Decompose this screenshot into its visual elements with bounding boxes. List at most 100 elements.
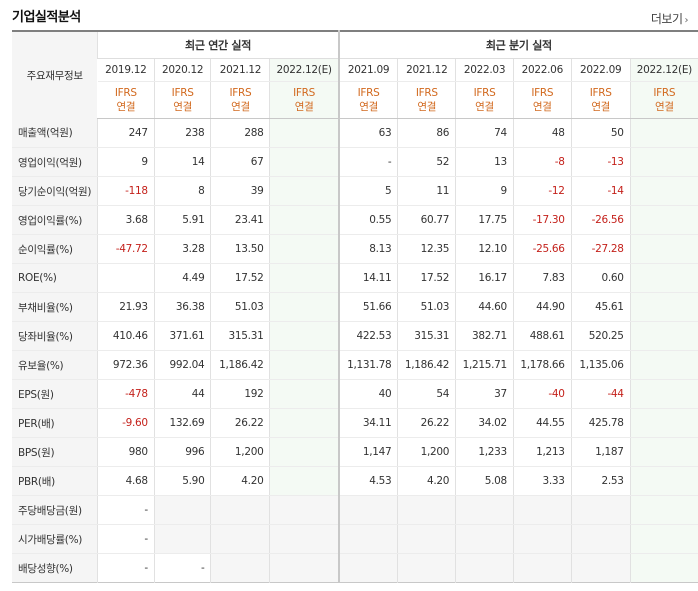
table-row: 영업이익률(%) 3.68 5.91 23.41 0.55 60.77 17.75 -17.3…	[12, 205, 698, 235]
table-cell: 23.41	[210, 205, 270, 235]
table-cell: 238	[153, 118, 211, 148]
table-cell: 371.61	[153, 321, 211, 351]
table-cell: 382.71	[455, 321, 514, 351]
ifrs-label: IFRS	[293, 87, 316, 99]
table-cell: 5.91	[153, 205, 211, 235]
table-cell: 48	[512, 118, 572, 148]
row-label: 배당성향(%)	[12, 553, 98, 583]
table-cell: 3.68	[97, 205, 155, 235]
period-header: 2022.12(E)	[629, 58, 698, 82]
table-cell: 11	[397, 176, 456, 206]
table-row: 영업이익(억원) 9 14 67 -52 13 -8 -13	[12, 147, 698, 177]
table-cell: -13	[570, 147, 631, 177]
table-cell: 50	[570, 118, 631, 148]
table-cell: 1,135.06	[570, 350, 631, 380]
table-cell: -118	[97, 176, 155, 206]
table-cell: -47.72	[97, 234, 155, 264]
table-cell: 192	[210, 379, 270, 409]
table-cell: 980	[97, 437, 155, 467]
table-cell: 67	[210, 147, 270, 177]
table-cell: 1,213	[512, 437, 572, 467]
table-cell: 5	[337, 176, 398, 206]
period-header: 2019.12	[97, 58, 155, 82]
table-cell: -12	[512, 176, 572, 206]
table-cell: 9	[455, 176, 514, 206]
table-cell: 16.17	[455, 263, 514, 293]
table-cell: 4.53	[337, 466, 398, 496]
table-cell	[269, 147, 339, 177]
ifrs-label: IFRS	[531, 87, 554, 99]
table-cell: 1,131.78	[337, 350, 398, 380]
table-cell	[269, 321, 339, 351]
table-cell: 315.31	[397, 321, 456, 351]
row-label: 당좌비율(%)	[12, 321, 98, 351]
ifrs-label: IFRS	[171, 87, 194, 99]
table-cell: -26.56	[570, 205, 631, 235]
table-cell	[269, 118, 339, 148]
table-cell: 1,186.42	[210, 350, 270, 380]
row-label: BPS(원)	[12, 437, 98, 467]
table-cell: -40	[512, 379, 572, 409]
table-cell: -25.66	[512, 234, 572, 264]
table-cell: 37	[455, 379, 514, 409]
row-label: 시가배당률(%)	[12, 524, 98, 554]
table-cell	[512, 524, 572, 554]
table-cell: 972.36	[97, 350, 155, 380]
more-link[interactable]: 더보기 ›	[651, 10, 689, 27]
table-row: 당좌비율(%) 410.46 371.61 315.31 422.53 315.31 382…	[12, 321, 698, 351]
table-cell: 12.35	[397, 234, 456, 264]
table-cell: 52	[397, 147, 456, 177]
row-label: PER(배)	[12, 408, 98, 438]
table-cell	[269, 379, 339, 409]
table-cell: 0.60	[570, 263, 631, 293]
period-header: 2020.12	[153, 58, 211, 82]
consolidated-label: 연결	[294, 101, 314, 113]
table-row: 시가배당률(%) -	[12, 524, 698, 554]
row-label: 부채비율(%)	[12, 292, 98, 322]
table-cell: 54	[397, 379, 456, 409]
table-cell: 60.77	[397, 205, 456, 235]
table-cell: 4.49	[153, 263, 211, 293]
period-header: 2022.03	[455, 58, 514, 82]
table-row: 순이익률(%) -47.72 3.28 13.50 8.13 12.35 12.10 -25.…	[12, 234, 698, 264]
ifrs-header: IFRS 연결	[570, 81, 631, 119]
table-cell	[629, 466, 698, 496]
table-cell: 17.52	[397, 263, 456, 293]
table-cell: -14	[570, 176, 631, 206]
row-label: PBR(배)	[12, 466, 98, 496]
table-cell: -9.60	[97, 408, 155, 438]
table-cell: 992.04	[153, 350, 211, 380]
table-cell	[629, 524, 698, 554]
table-cell	[512, 495, 572, 525]
table-cell: 288	[210, 118, 270, 148]
table-cell: 996	[153, 437, 211, 467]
table-cell	[629, 118, 698, 148]
table-cell: 488.61	[512, 321, 572, 351]
ifrs-header: IFRS 연결	[629, 81, 698, 119]
table-cell: 39	[210, 176, 270, 206]
ifrs-label: IFRS	[589, 87, 612, 99]
table-cell	[570, 495, 631, 525]
table-cell: 1,147	[337, 437, 398, 467]
table-cell: 36.38	[153, 292, 211, 322]
table-cell: 17.75	[455, 205, 514, 235]
ifrs-header: IFRS 연결	[97, 81, 155, 119]
table-cell: 12.10	[455, 234, 514, 264]
table-cell: -44	[570, 379, 631, 409]
table-cell	[629, 321, 698, 351]
row-label: 주당배당금(원)	[12, 495, 98, 525]
ifrs-header: IFRS 연결	[210, 81, 270, 119]
table-cell: 1,200	[397, 437, 456, 467]
consolidated-label: 연결	[532, 101, 552, 113]
table-cell	[629, 408, 698, 438]
table-cell	[629, 495, 698, 525]
table-cell	[269, 263, 339, 293]
table-cell: 3.33	[512, 466, 572, 496]
table-cell: 410.46	[97, 321, 155, 351]
table-cell: 1,200	[210, 437, 270, 467]
table-cell: 13.50	[210, 234, 270, 264]
table-cell: -	[97, 495, 155, 525]
table-cell	[153, 495, 211, 525]
ifrs-header: IFRS 연결	[455, 81, 514, 119]
table-cell: 1,187	[570, 437, 631, 467]
